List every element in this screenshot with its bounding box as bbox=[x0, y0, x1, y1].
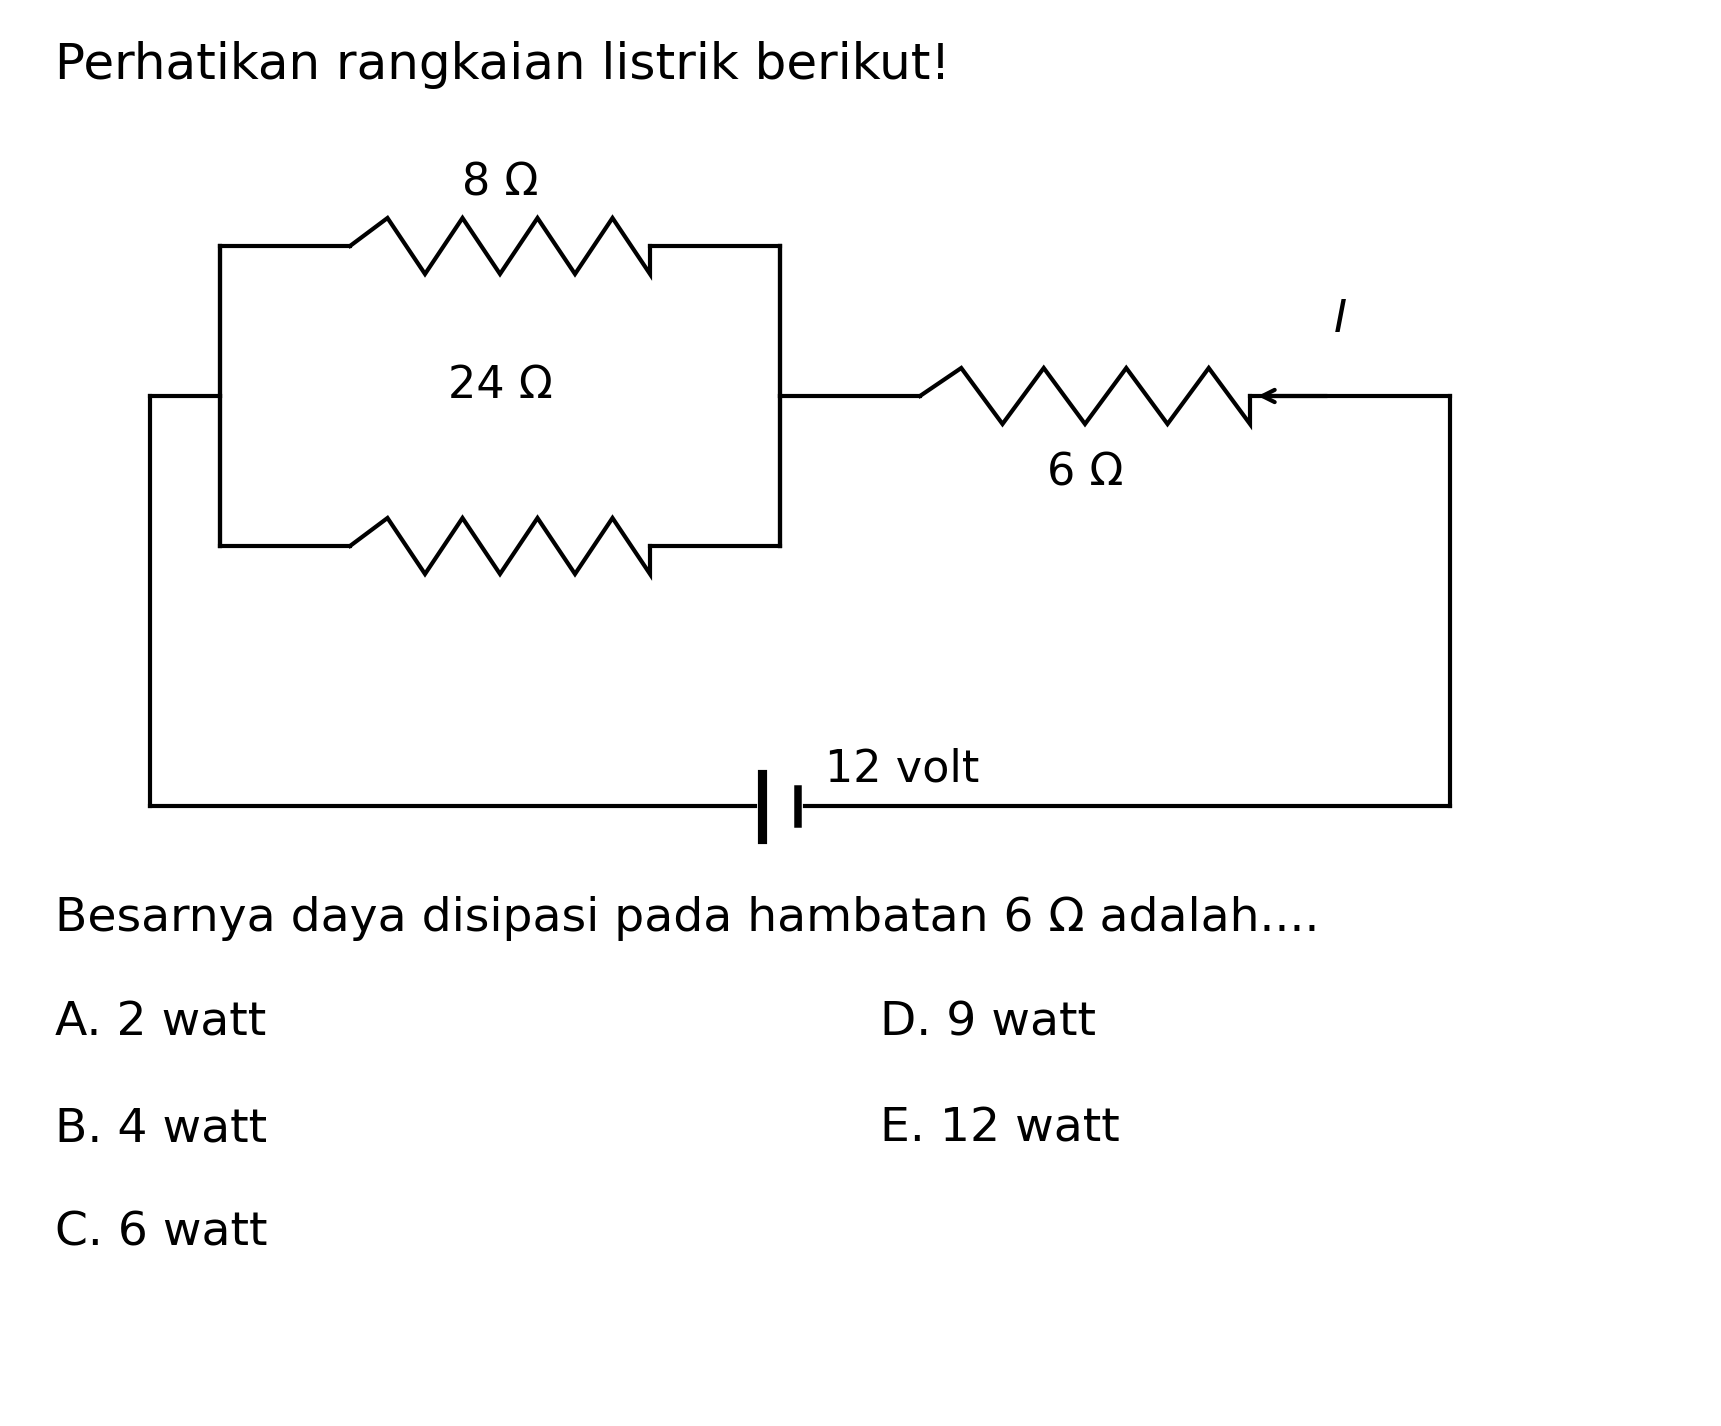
Text: E. 12 watt: E. 12 watt bbox=[879, 1107, 1120, 1151]
Text: 8 Ω: 8 Ω bbox=[461, 161, 539, 204]
Text: I: I bbox=[1334, 298, 1346, 341]
Text: Perhatikan rangkaian listrik berikut!: Perhatikan rangkaian listrik berikut! bbox=[55, 41, 950, 88]
Text: Besarnya daya disipasi pada hambatan 6 Ω adalah....: Besarnya daya disipasi pada hambatan 6 Ω… bbox=[55, 896, 1320, 941]
Text: 6 Ω: 6 Ω bbox=[1046, 451, 1124, 493]
Text: C. 6 watt: C. 6 watt bbox=[55, 1211, 267, 1256]
Text: D. 9 watt: D. 9 watt bbox=[879, 1001, 1096, 1047]
Text: 24 Ω: 24 Ω bbox=[447, 365, 552, 408]
Text: A. 2 watt: A. 2 watt bbox=[55, 1001, 267, 1047]
Text: 12 volt: 12 volt bbox=[824, 749, 979, 791]
Text: B. 4 watt: B. 4 watt bbox=[55, 1107, 267, 1151]
